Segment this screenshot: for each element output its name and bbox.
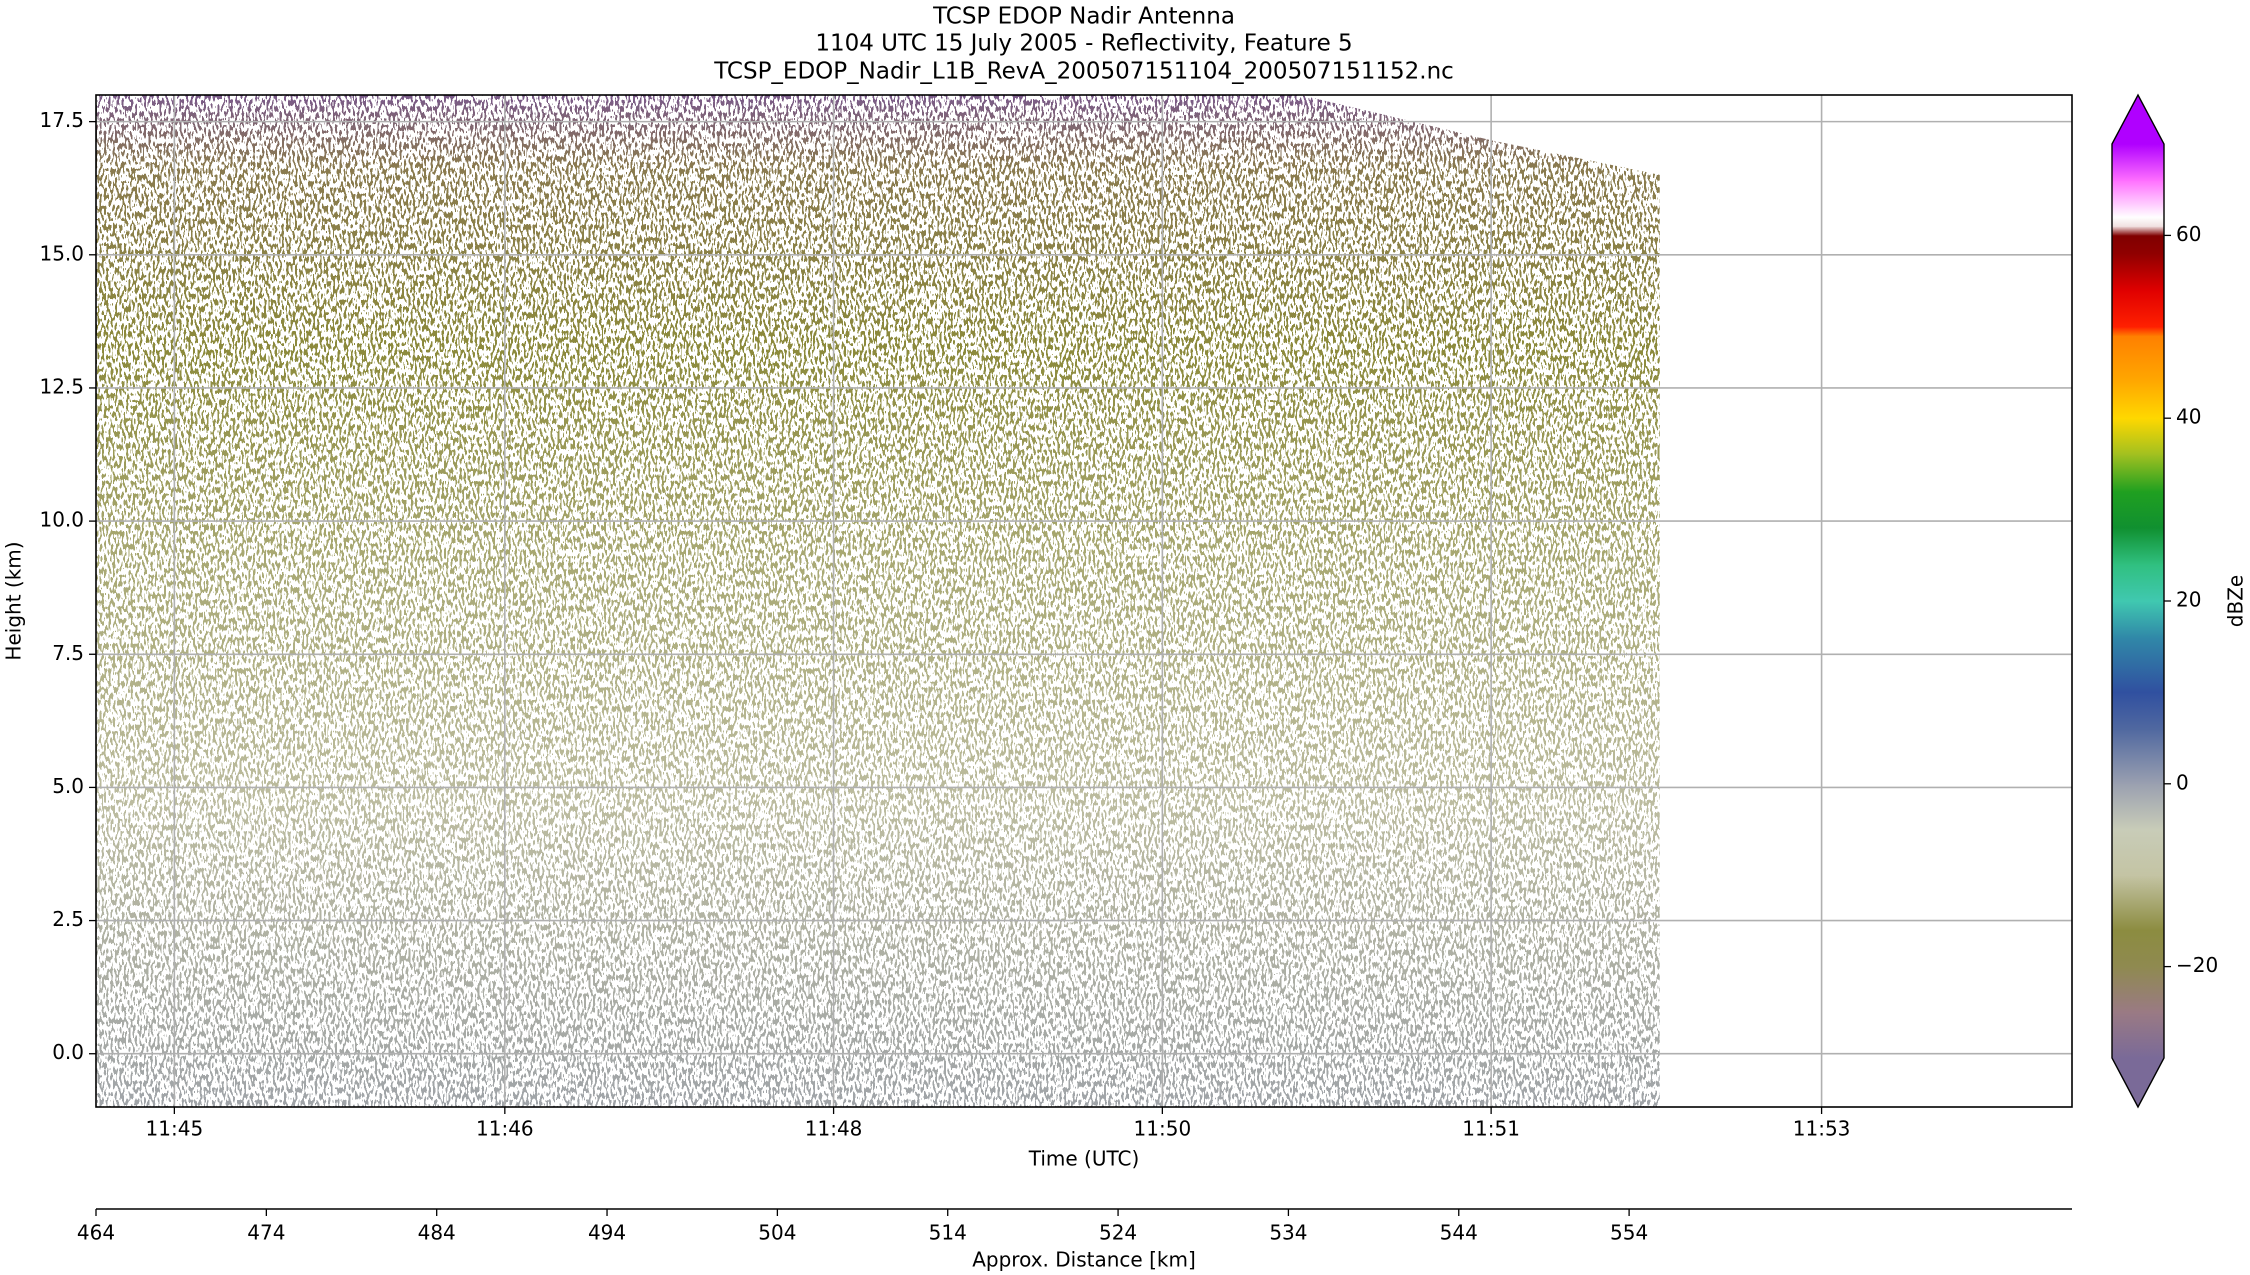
colorbar-segment xyxy=(2112,564,2164,602)
x-tick-label: 11:46 xyxy=(476,1117,534,1141)
colorbar-label: dBZe xyxy=(2224,575,2248,627)
colorbar-segment xyxy=(2112,253,2164,291)
x2-tick-label: 484 xyxy=(418,1221,456,1245)
colorbar-tick-label: −20 xyxy=(2176,953,2218,977)
colorbar-tick-label: 60 xyxy=(2176,222,2201,246)
colorbar-segment xyxy=(2112,692,2164,730)
colorbar-extend-top xyxy=(2112,95,2164,144)
x2-tick-label: 464 xyxy=(77,1221,115,1245)
x-tick-label: 11:53 xyxy=(1793,1117,1851,1141)
y-tick-label: 17.5 xyxy=(39,108,84,132)
colorbar-segment xyxy=(2112,144,2164,182)
colorbar-segment xyxy=(2112,381,2164,419)
colorbar-segment xyxy=(2112,217,2164,227)
colorbar-segment xyxy=(2112,235,2164,255)
y-axis-label: Height (km) xyxy=(2,541,26,660)
title-line: TCSP_EDOP_Nadir_L1B_RevA_200507151104_20… xyxy=(713,59,1454,85)
x2-tick-label: 524 xyxy=(1099,1221,1137,1245)
colorbar-segment xyxy=(2112,527,2164,565)
plot-frame xyxy=(95,94,2073,1108)
x2-tick-label: 554 xyxy=(1610,1221,1648,1245)
x-tick-label: 11:48 xyxy=(805,1117,863,1141)
colorbar-tick-label: 40 xyxy=(2176,405,2201,429)
x-axis-label: Time (UTC) xyxy=(1028,1147,1140,1171)
x2-tick-label: 534 xyxy=(1269,1221,1307,1245)
colorbar-segment xyxy=(2112,1012,2164,1059)
colorbar-segment xyxy=(2112,290,2164,328)
colorbar-segment xyxy=(2112,637,2164,693)
x-tick-label: 11:51 xyxy=(1462,1117,1520,1141)
y-tick-label: 12.5 xyxy=(39,374,84,398)
y-tick-label: 15.0 xyxy=(39,241,84,265)
colorbar-segment xyxy=(2112,335,2164,383)
x2-tick-label: 494 xyxy=(588,1221,626,1245)
colorbar-segment xyxy=(2112,930,2164,968)
colorbar-segment xyxy=(2112,728,2164,785)
y-tick-label: 10.0 xyxy=(39,508,84,532)
reflectivity-field xyxy=(96,95,1660,1107)
colorbar-segment xyxy=(2112,418,2164,456)
colorbar-segment xyxy=(2112,226,2164,236)
colorbar-segment xyxy=(2112,875,2164,931)
x-tick-label: 11:45 xyxy=(146,1117,204,1141)
x2-tick-label: 504 xyxy=(758,1221,796,1245)
colorbar-segment xyxy=(2112,966,2164,1013)
colorbar-segment xyxy=(2112,180,2164,218)
colorbar-segment xyxy=(2112,829,2164,876)
y-tick-label: 7.5 xyxy=(52,641,84,665)
y-tick-label: 2.5 xyxy=(52,907,84,931)
colorbar-tick-label: 0 xyxy=(2176,770,2189,794)
x2-tick-label: 514 xyxy=(929,1221,967,1245)
colorbar-outline xyxy=(2111,93,2165,1109)
x2-axis-label: Approx. Distance [km] xyxy=(972,1248,1196,1272)
x2-tick-label: 474 xyxy=(247,1221,285,1245)
colorbar-tick-label: 20 xyxy=(2176,588,2201,612)
colorbar-segment xyxy=(2112,601,2164,639)
x-tick-label: 11:50 xyxy=(1134,1117,1192,1141)
y-tick-label: 0.0 xyxy=(52,1040,84,1064)
colorbar-segment xyxy=(2112,783,2164,830)
colorbar-segment xyxy=(2112,326,2164,337)
y-tick-label: 5.0 xyxy=(52,774,84,798)
x2-tick-label: 544 xyxy=(1440,1221,1478,1245)
title-line: TCSP EDOP Nadir Antenna xyxy=(932,4,1235,30)
colorbar-segment xyxy=(2112,454,2164,492)
title-line: 1104 UTC 15 July 2005 - Reflectivity, Fe… xyxy=(815,31,1352,57)
colorbar-segment xyxy=(2112,491,2164,529)
colorbar-extend-bottom xyxy=(2112,1058,2164,1107)
